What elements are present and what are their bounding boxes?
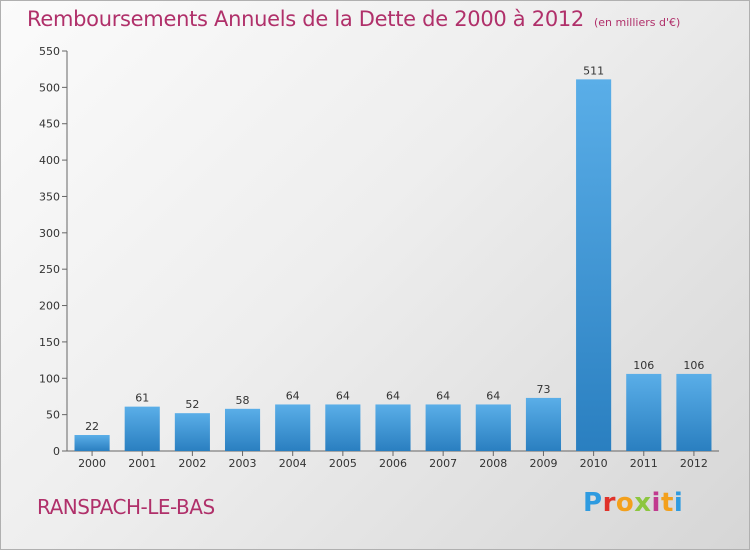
bar (425, 404, 461, 451)
bar (676, 373, 712, 451)
bar-value-label: 106 (633, 359, 654, 372)
bar (325, 404, 361, 451)
chart-title: Remboursements Annuels de la Dette de 20… (27, 7, 680, 31)
y-tick-label: 550 (39, 45, 60, 58)
x-tick-label: 2012 (680, 457, 708, 470)
bar (275, 404, 311, 451)
x-tick-label: 2003 (229, 457, 257, 470)
x-tick-label: 2009 (529, 457, 557, 470)
x-tick-label: 2006 (379, 457, 407, 470)
bar-value-label: 58 (236, 394, 250, 407)
title-text: Remboursements Annuels de la Dette de 20… (27, 7, 584, 31)
logo-letter: i (673, 488, 684, 518)
bar-value-label: 64 (436, 389, 450, 402)
bar (626, 373, 662, 451)
bar-value-label: 22 (85, 420, 99, 433)
x-tick-label: 2011 (630, 457, 658, 470)
y-tick-label: 150 (39, 336, 60, 349)
x-tick-label: 2000 (78, 457, 106, 470)
bar (224, 408, 261, 451)
bar-value-label: 73 (536, 383, 550, 396)
proxiti-logo[interactable]: Proxiti (583, 488, 683, 518)
y-tick-label: 400 (39, 154, 60, 167)
y-tick-label: 100 (39, 372, 60, 385)
bar (174, 413, 210, 451)
logo-letter: P (583, 488, 603, 518)
bar-value-label: 52 (185, 398, 199, 411)
y-tick-label: 500 (39, 81, 60, 94)
logo-letter: o (615, 488, 635, 518)
y-tick-label: 300 (39, 227, 60, 240)
y-tick-label: 200 (39, 300, 60, 313)
bar-value-label: 106 (683, 359, 704, 372)
bar-value-label: 64 (286, 389, 300, 402)
bar-value-label: 61 (135, 392, 149, 405)
bars (74, 79, 712, 451)
y-tick-label: 250 (39, 263, 60, 276)
y-tick-label: 350 (39, 190, 60, 203)
y-tick-label: 0 (53, 445, 60, 458)
x-tick-label: 2002 (178, 457, 206, 470)
bar (576, 79, 612, 451)
y-tick-label: 450 (39, 118, 60, 131)
bar-value-label: 64 (486, 389, 500, 402)
axes: 0 50 100 150 200 250 300 350 400 450 500 550 2000 200… (39, 45, 719, 470)
x-tick-label: 2008 (479, 457, 507, 470)
x-tick-label: 2005 (329, 457, 357, 470)
bar-value-label: 64 (336, 389, 350, 402)
logo-letter: x (634, 488, 652, 518)
x-tick-label: 2010 (580, 457, 608, 470)
x-tick-label: 2004 (279, 457, 307, 470)
bar (375, 404, 411, 451)
bar (74, 435, 110, 451)
logo-letter: t (660, 488, 674, 518)
bar-value-label: 64 (386, 389, 400, 402)
logo-letter: i (651, 488, 661, 518)
data-labels: 22 61 52 58 64 64 64 64 64 73 511 106 106 (85, 64, 704, 433)
town-name: RANSPACH-LE-BAS (37, 495, 215, 519)
bar (475, 404, 511, 451)
bar (525, 397, 562, 451)
unit-subtitle: (en milliers d'€) (594, 16, 681, 29)
logo-letter: r (602, 488, 616, 518)
y-tick-label: 50 (46, 409, 60, 422)
bar-value-label: 511 (583, 64, 604, 77)
x-tick-label: 2001 (128, 457, 156, 470)
x-tick-label: 2007 (429, 457, 457, 470)
bar (124, 406, 160, 451)
